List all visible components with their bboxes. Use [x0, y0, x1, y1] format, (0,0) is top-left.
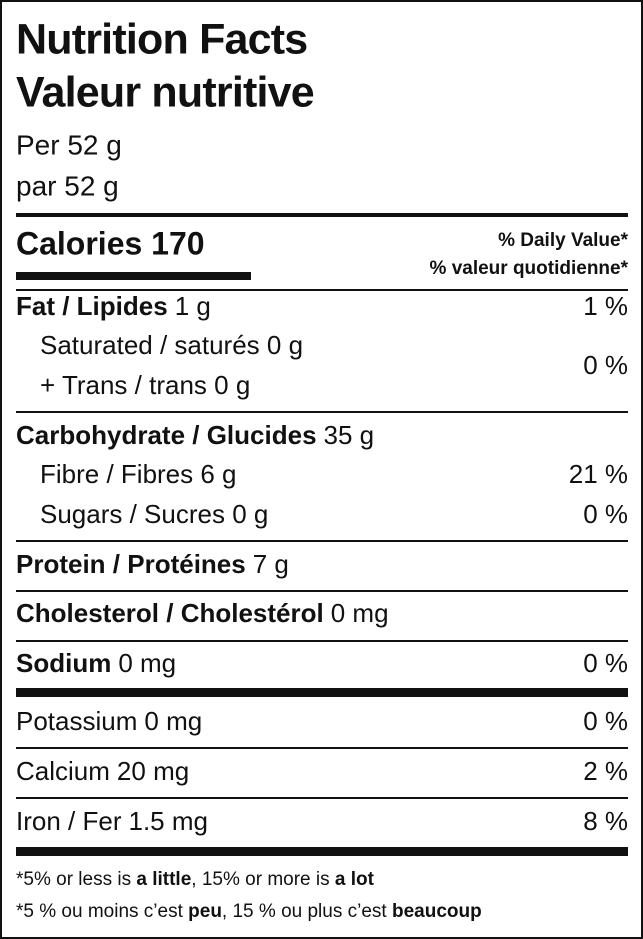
nutrient-dv: 0 %	[583, 706, 628, 736]
nutrient-dv: 0 %	[583, 648, 628, 678]
nutrient-dv: 21 %	[569, 459, 628, 489]
nutrient-row: Protein / Protéines 7 g	[16, 549, 289, 579]
nutrient-amount: 0 mg	[144, 706, 202, 736]
rule	[16, 797, 628, 799]
footnote: *5 % ou moins c’est peu, 15 % ou plus c’…	[16, 901, 482, 922]
nutrient-row: Fat / Lipides 1 g	[16, 291, 211, 321]
footnote-text: peu	[188, 901, 222, 922]
nutrient-amount: 1 g	[175, 291, 211, 321]
nutrient-dv: 0 %	[583, 350, 628, 380]
nutrient-amount: 20 mg	[117, 756, 189, 786]
calories: Calories 170	[16, 225, 205, 261]
rule	[16, 747, 628, 749]
nutrient-name: Cholesterol / Cholestérol	[16, 598, 324, 628]
nutrient-dv: 0 %	[583, 499, 628, 529]
nutrient-name: Fat / Lipides	[16, 291, 168, 321]
rule	[16, 289, 628, 291]
nutrient-name: Sodium	[16, 648, 111, 678]
nutrient-row: Potassium 0 mg	[16, 706, 202, 736]
nutrient-name: Calcium	[16, 756, 110, 786]
footnote-text: a little	[136, 869, 191, 890]
nutrient-name: Potassium	[16, 706, 137, 736]
sub-nutrient: Saturated / saturés 0 g	[40, 330, 303, 360]
serving-en: Per 52 g	[16, 129, 122, 160]
serving-fr: par 52 g	[16, 170, 119, 201]
nutrient-row: Carbohydrate / Glucides 35 g	[16, 420, 374, 450]
footnote-text: *5% or less is	[16, 869, 136, 890]
footnote-text: *5 % ou moins c’est	[16, 901, 188, 922]
sub-nutrient: Sugars / Sucres 0 g	[40, 499, 268, 529]
nutrient-name: Protein / Protéines	[16, 549, 246, 579]
nutrient-amount: 1.5 mg	[128, 806, 208, 836]
nutrient-amount: 0 mg	[331, 598, 389, 628]
sub-nutrient: + Trans / trans 0 g	[40, 370, 250, 400]
nutrient-dv: 1 %	[583, 291, 628, 321]
nutrient-dv: 8 %	[583, 806, 628, 836]
dv-header-fr: % valeur quotidienne*	[430, 258, 629, 279]
nutrient-row: Sodium 0 mg	[16, 648, 176, 678]
rule	[16, 213, 628, 217]
footnote-text: , 15% or more is	[191, 869, 335, 890]
sub-nutrient: Fibre / Fibres 6 g	[40, 459, 237, 489]
rule	[16, 688, 628, 697]
rule	[16, 540, 628, 542]
nutrient-name: Iron / Fer	[16, 806, 122, 836]
footnote: *5% or less is a little, 15% or more is …	[16, 869, 375, 890]
footnote-text: a lot	[335, 869, 375, 890]
dv-header-en: % Daily Value*	[498, 230, 629, 251]
nutrient-amount: 35 g	[324, 420, 375, 450]
footnote-text: , 15 % ou plus c’est	[222, 901, 392, 922]
nutrient-amount: 7 g	[253, 549, 289, 579]
footnote-text: beaucoup	[392, 901, 482, 922]
nutrient-row: Cholesterol / Cholestérol 0 mg	[16, 598, 389, 628]
nutrient-name: Carbohydrate / Glucides	[16, 420, 317, 450]
title-fr: Valeur nutritive	[16, 68, 314, 116]
rule	[16, 272, 251, 280]
title-en: Nutrition Facts	[16, 15, 307, 63]
rule	[16, 847, 628, 856]
rule	[16, 640, 628, 642]
rule	[16, 590, 628, 592]
nutrient-row: Calcium 20 mg	[16, 756, 189, 786]
nutrient-amount: 0 mg	[118, 648, 176, 678]
nutrient-row: Iron / Fer 1.5 mg	[16, 806, 208, 836]
nutrient-dv: 2 %	[583, 756, 628, 786]
rule	[16, 411, 628, 413]
